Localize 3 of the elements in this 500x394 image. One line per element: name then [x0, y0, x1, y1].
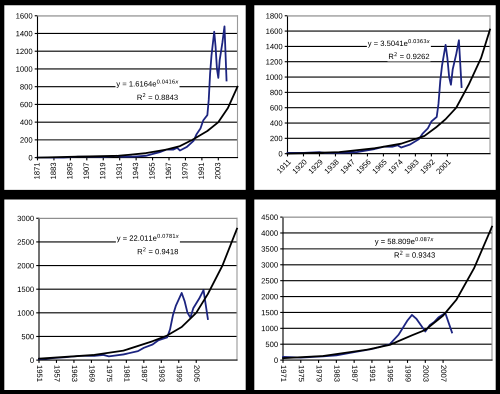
line-series — [282, 312, 453, 358]
line-series — [38, 289, 209, 360]
line-series — [286, 39, 462, 154]
